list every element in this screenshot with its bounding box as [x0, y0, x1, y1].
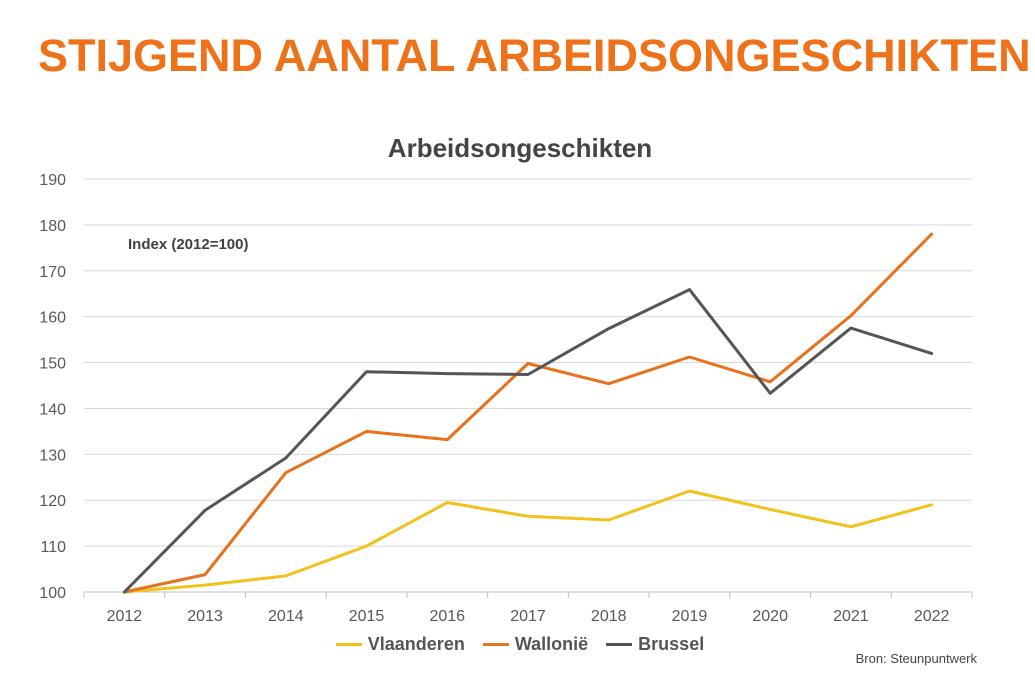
- legend-item: Wallonië: [482, 634, 589, 655]
- y-tick-label: 140: [39, 401, 66, 418]
- legend-swatch: [606, 643, 633, 646]
- page-title: STIJGEND AANTAL ARBEIDSONGESCHIKTEN: [38, 30, 1031, 81]
- series-line-vlaanderen: [122, 489, 934, 594]
- x-tick-label: 2022: [914, 608, 950, 625]
- x-tick-label: 2021: [833, 608, 869, 625]
- x-tick-label: 2013: [187, 608, 223, 625]
- x-tick-label: 2014: [268, 608, 304, 625]
- legend-label: Brussel: [638, 634, 705, 654]
- y-tick-label: 180: [39, 218, 66, 235]
- y-tick-label: 110: [40, 539, 66, 556]
- source-note: Bron: Steunpuntwerk: [855, 651, 977, 666]
- legend-label: Vlaanderen: [367, 634, 465, 654]
- x-tick-label: 2020: [752, 608, 788, 625]
- x-tick-label: 2012: [107, 608, 143, 625]
- legend-item: Brussel: [606, 634, 704, 655]
- legend-item: Vlaanderen: [335, 634, 465, 655]
- x-tick-label: 2019: [672, 608, 708, 625]
- y-tick-label: 120: [39, 493, 66, 510]
- gridlines: [83, 178, 973, 598]
- y-tick-label: 100: [39, 585, 66, 602]
- y-tick-label: 150: [39, 356, 66, 373]
- series-line-brussel: [122, 288, 934, 594]
- x-tick-label: 2017: [510, 608, 546, 625]
- y-axis-ticks: 100 110 120 130 140 150 160 170 180 190: [39, 172, 66, 602]
- y-tick-label: 170: [39, 264, 66, 281]
- chart-title: Arbeidsongeschikten: [387, 133, 653, 163]
- x-tick-label: 2016: [429, 608, 465, 625]
- x-axis-ticks: 2012 2013 2014 2015 2016 2017 2018 2019 2020 2021…: [107, 608, 950, 625]
- legend: Vlaanderen Wallonië Brussel: [0, 634, 1035, 655]
- y-tick-label: 160: [39, 310, 66, 327]
- legend-label: Wallonië: [514, 634, 589, 654]
- y-tick-label: 190: [39, 172, 66, 189]
- x-tick-label: 2015: [349, 608, 385, 625]
- chart-annotation: Index (2012=100): [128, 236, 249, 253]
- x-tick-label: 2018: [591, 608, 627, 625]
- y-tick-label: 130: [39, 447, 66, 464]
- legend-swatch: [482, 643, 509, 646]
- series-lines: [122, 232, 934, 594]
- legend-swatch: [335, 643, 362, 646]
- series-line-walloni: [122, 232, 934, 594]
